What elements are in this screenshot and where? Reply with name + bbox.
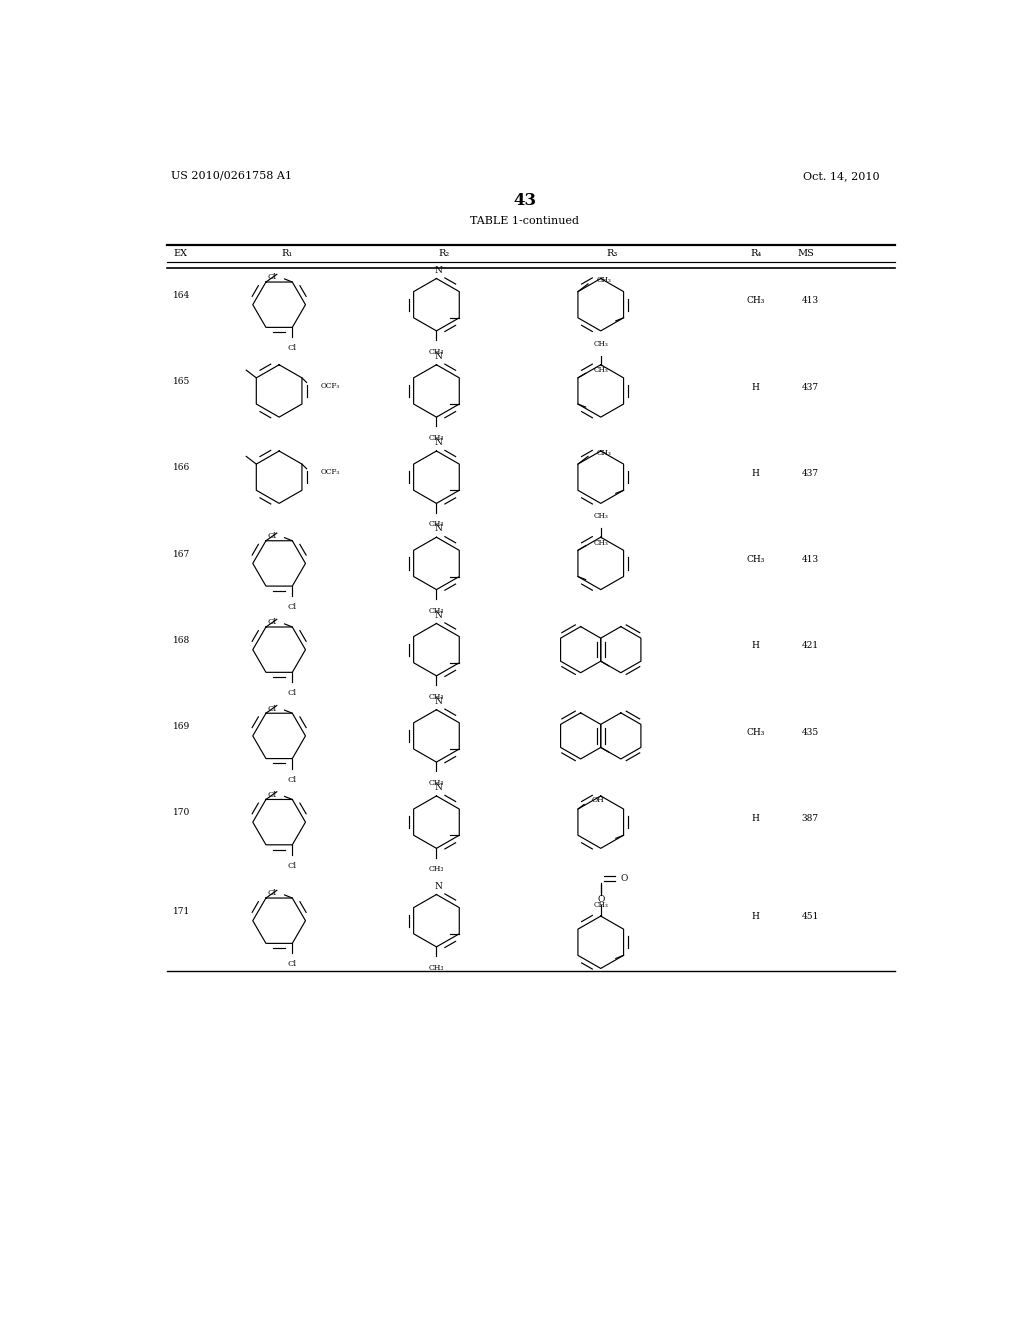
- Text: 168: 168: [173, 636, 190, 644]
- Text: CH₃: CH₃: [594, 539, 608, 546]
- Text: TABLE 1-continued: TABLE 1-continued: [470, 216, 580, 226]
- Text: OH: OH: [592, 796, 604, 804]
- Text: 437: 437: [802, 469, 818, 478]
- Text: EX: EX: [173, 248, 187, 257]
- Text: N: N: [435, 265, 442, 275]
- Text: O: O: [621, 874, 629, 883]
- Text: 164: 164: [173, 290, 190, 300]
- Text: R₂: R₂: [438, 248, 450, 257]
- Text: N: N: [435, 438, 442, 447]
- Text: CH₃: CH₃: [429, 348, 444, 356]
- Text: O: O: [597, 895, 604, 904]
- Text: OCF₃: OCF₃: [321, 381, 340, 389]
- Text: CH₃: CH₃: [429, 964, 444, 972]
- Text: Cl: Cl: [288, 603, 297, 611]
- Text: Cl: Cl: [288, 345, 297, 352]
- Text: 451: 451: [802, 912, 818, 921]
- Text: CH₃: CH₃: [429, 520, 444, 528]
- Text: CH₃: CH₃: [429, 866, 444, 874]
- Text: N: N: [435, 783, 442, 792]
- Text: 435: 435: [802, 727, 818, 737]
- Text: H: H: [752, 814, 760, 822]
- Text: N: N: [435, 611, 442, 619]
- Text: 165: 165: [173, 378, 190, 385]
- Text: 166: 166: [173, 463, 190, 473]
- Text: R₃: R₃: [607, 248, 618, 257]
- Text: 413: 413: [802, 297, 818, 305]
- Text: R₄: R₄: [751, 248, 762, 257]
- Text: N: N: [435, 697, 442, 706]
- Text: H: H: [752, 642, 760, 651]
- Text: US 2010/0261758 A1: US 2010/0261758 A1: [171, 170, 292, 181]
- Text: H: H: [752, 469, 760, 478]
- Text: Cl: Cl: [267, 791, 276, 799]
- Text: 169: 169: [173, 722, 190, 731]
- Text: OCF₃: OCF₃: [321, 467, 340, 475]
- Text: Cl: Cl: [288, 689, 297, 697]
- Text: Oct. 14, 2010: Oct. 14, 2010: [803, 170, 880, 181]
- Text: 421: 421: [802, 642, 818, 651]
- Text: Cl: Cl: [288, 961, 297, 969]
- Text: 437: 437: [802, 383, 818, 392]
- Text: MS: MS: [798, 248, 814, 257]
- Text: CH₃: CH₃: [429, 607, 444, 615]
- Text: H: H: [752, 912, 760, 921]
- Text: H: H: [752, 383, 760, 392]
- Text: 413: 413: [802, 556, 818, 564]
- Text: Cl: Cl: [288, 862, 297, 870]
- Text: Cl: Cl: [267, 618, 276, 627]
- Text: CH₃: CH₃: [429, 434, 444, 442]
- Text: 43: 43: [513, 193, 537, 210]
- Text: N: N: [435, 524, 442, 533]
- Text: N: N: [435, 882, 442, 891]
- Text: CH₃: CH₃: [597, 449, 611, 457]
- Text: CH₃: CH₃: [593, 512, 608, 520]
- Text: N: N: [435, 352, 442, 360]
- Text: CH₃: CH₃: [746, 297, 765, 305]
- Text: CH₃: CH₃: [593, 339, 608, 348]
- Text: CH₃: CH₃: [429, 779, 444, 787]
- Text: CH₃: CH₃: [594, 366, 608, 374]
- Text: CH₃: CH₃: [746, 556, 765, 564]
- Text: 167: 167: [173, 549, 190, 558]
- Text: CH₃: CH₃: [746, 727, 765, 737]
- Text: Cl: Cl: [288, 776, 297, 784]
- Text: R₁: R₁: [282, 248, 293, 257]
- Text: 170: 170: [173, 808, 190, 817]
- Text: Cl: Cl: [267, 273, 276, 281]
- Text: Cl: Cl: [267, 532, 276, 540]
- Text: CH₃: CH₃: [597, 276, 611, 284]
- Text: CH₃: CH₃: [593, 902, 608, 909]
- Text: CH₃: CH₃: [429, 693, 444, 701]
- Text: 171: 171: [173, 907, 190, 916]
- Text: Cl: Cl: [267, 705, 276, 713]
- Text: 387: 387: [802, 814, 818, 822]
- Text: Cl: Cl: [267, 890, 276, 898]
